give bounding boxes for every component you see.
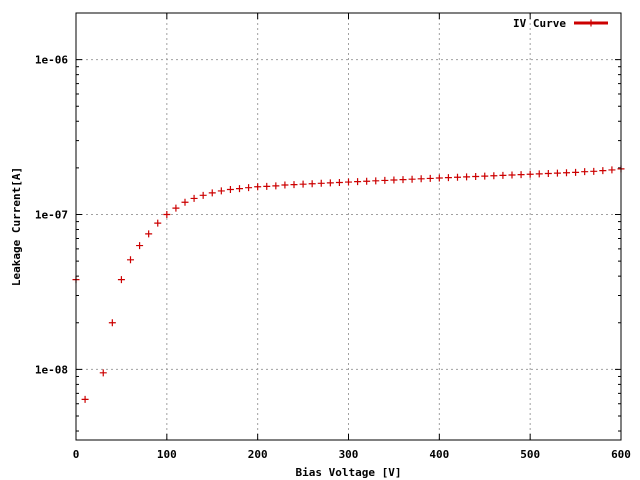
data-point <box>317 179 325 187</box>
x-tick-label: 0 <box>73 448 80 461</box>
data-point <box>481 172 489 180</box>
data-point <box>190 194 198 202</box>
tick-labels: 0 100 200 300 400 500 600 1e-08 1e-07 1e-06 <box>35 54 631 461</box>
x-tick-label: 400 <box>429 448 449 461</box>
data-point <box>181 198 189 206</box>
data-point <box>108 319 116 327</box>
data-point <box>417 175 425 183</box>
data-point <box>290 181 298 189</box>
x-tick-label: 300 <box>339 448 359 461</box>
data-point <box>490 172 498 180</box>
x-tick-label: 500 <box>520 448 540 461</box>
data-point <box>553 169 561 177</box>
data-point <box>272 182 280 190</box>
data-point <box>263 182 271 190</box>
data-point <box>381 176 389 184</box>
data-point <box>127 256 134 264</box>
data-point <box>608 166 616 174</box>
data-point <box>426 174 434 182</box>
data-point <box>299 180 307 188</box>
y-tick-label: 1e-08 <box>35 363 68 376</box>
data-point <box>535 170 543 178</box>
x-tick-label: 600 <box>611 448 631 461</box>
data-point <box>208 189 216 197</box>
data-point <box>345 178 352 186</box>
data-point <box>408 175 416 183</box>
data-point <box>226 186 234 194</box>
data-point <box>390 176 398 184</box>
data-point <box>508 171 516 179</box>
data-point <box>544 169 552 177</box>
data-point <box>172 204 180 212</box>
y-axis-title: Leakage Current[A] <box>10 167 23 286</box>
data-point <box>145 230 153 238</box>
data-point <box>463 173 471 181</box>
data-point <box>526 170 534 178</box>
data-point <box>444 174 452 182</box>
data-point <box>335 178 343 186</box>
data-point <box>517 171 525 179</box>
data-point <box>81 395 89 403</box>
data-points <box>72 165 625 403</box>
data-point <box>281 181 289 189</box>
data-point <box>563 169 570 177</box>
data-point <box>599 167 607 175</box>
data-point <box>499 171 507 179</box>
x-axis-title: Bias Voltage [V] <box>296 466 402 479</box>
x-tick-label: 200 <box>248 448 268 461</box>
legend-label: IV Curve <box>513 17 566 30</box>
data-point <box>326 179 334 187</box>
data-point <box>572 168 580 176</box>
data-point <box>454 173 461 181</box>
data-point <box>117 276 125 284</box>
data-point <box>581 168 589 176</box>
data-point <box>163 211 171 219</box>
y-tick-label: 1e-06 <box>35 54 68 67</box>
plot-frame <box>75 12 622 441</box>
legend-marker <box>587 19 595 27</box>
data-point <box>363 177 371 185</box>
data-point <box>372 177 380 185</box>
data-point <box>236 185 243 193</box>
data-point <box>99 369 107 377</box>
data-point <box>217 187 225 195</box>
legend: IV Curve <box>513 17 608 30</box>
data-point <box>154 219 162 227</box>
data-point <box>399 176 407 184</box>
data-point <box>308 180 316 188</box>
data-point <box>354 178 362 186</box>
x-tick-label: 100 <box>157 448 177 461</box>
data-point <box>590 167 598 175</box>
data-point <box>472 172 480 180</box>
data-point <box>245 184 253 192</box>
data-point <box>136 242 144 250</box>
data-point <box>435 174 443 182</box>
data-point <box>199 191 207 199</box>
data-point <box>254 183 262 191</box>
y-tick-label: 1e-07 <box>35 209 68 222</box>
